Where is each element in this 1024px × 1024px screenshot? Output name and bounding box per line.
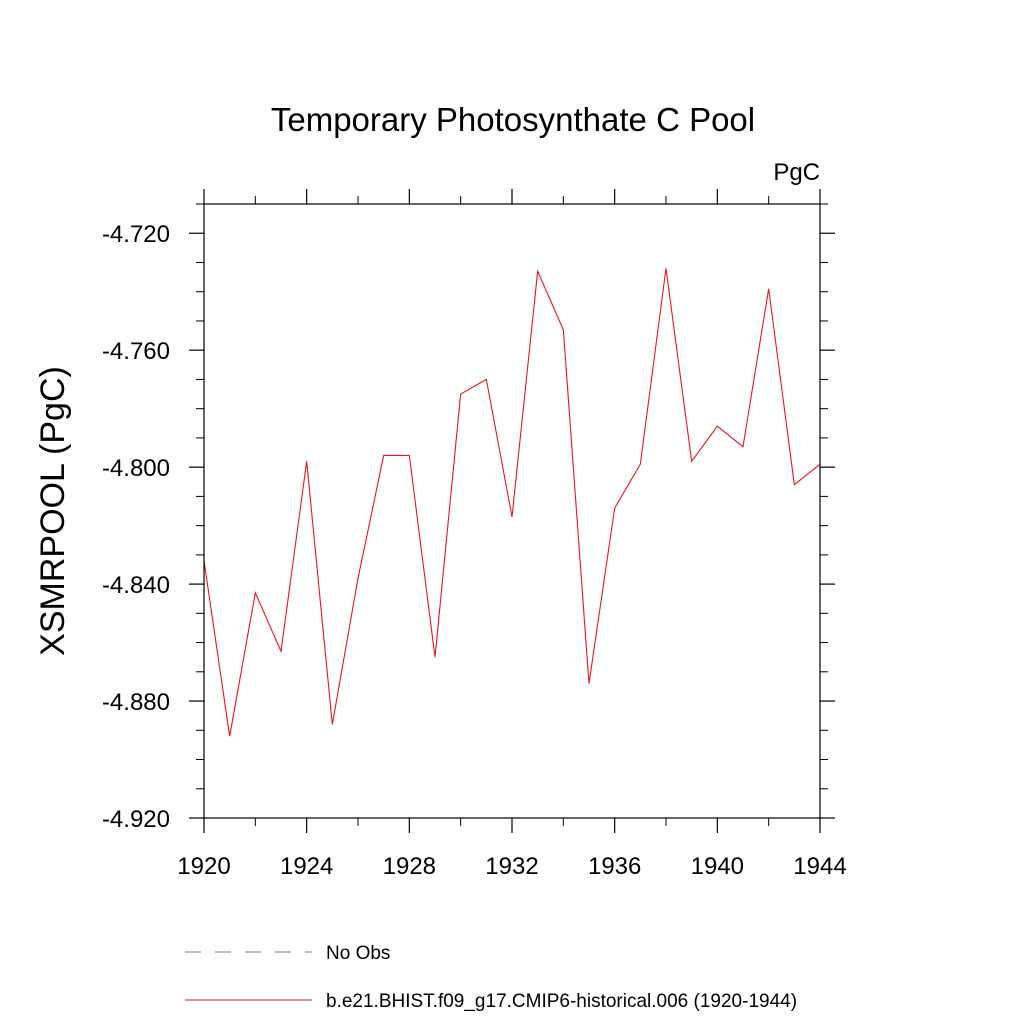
y-tick-label: -4.760 <box>102 338 170 365</box>
x-tick-label: 1944 <box>793 853 846 880</box>
x-tick-label: 1920 <box>177 853 230 880</box>
x-tick-label: 1940 <box>691 853 744 880</box>
y-tick-label: -4.840 <box>102 572 170 599</box>
legend: No Obs b.e21.BHIST.f09_g17.CMIP6-historic… <box>185 943 797 1012</box>
y-tick-label: -4.800 <box>102 455 170 482</box>
series-line <box>203 268 821 737</box>
x-tick-label: 1924 <box>280 853 333 880</box>
y-tick-label: -4.880 <box>102 689 170 716</box>
axis-ticks <box>189 189 835 833</box>
y-tick-label: -4.920 <box>102 806 170 833</box>
axis-tick-labels: 1920 1924 1928 1932 1936 1940 1944 -4.920 -4.880… <box>102 221 847 880</box>
x-tick-label: 1928 <box>383 853 436 880</box>
units-label: PgC <box>773 159 820 186</box>
legend-label: No Obs <box>326 943 390 964</box>
x-tick-label: 1936 <box>588 853 641 880</box>
plot-lines <box>203 268 821 737</box>
y-tick-label: -4.720 <box>102 221 170 248</box>
legend-label: b.e21.BHIST.f09_g17.CMIP6-historical.006… <box>326 991 797 1012</box>
x-tick-label: 1932 <box>485 853 538 880</box>
y-axis-label: XSMRPOOL (PgC) <box>34 366 72 656</box>
plot-frame <box>203 203 821 819</box>
chart-title: Temporary Photosynthate C Pool <box>271 101 755 138</box>
